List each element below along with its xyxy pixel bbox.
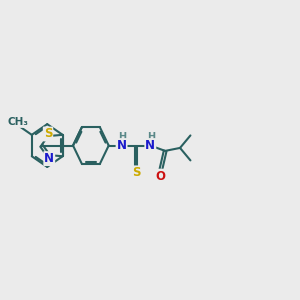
Text: O: O (156, 170, 166, 183)
Text: H: H (147, 132, 155, 142)
Text: N: N (145, 139, 155, 152)
Text: H: H (118, 132, 126, 142)
Text: N: N (117, 139, 127, 152)
Text: S: S (44, 128, 52, 140)
Text: CH₃: CH₃ (8, 117, 29, 127)
Text: S: S (132, 167, 140, 179)
Text: N: N (44, 152, 54, 165)
